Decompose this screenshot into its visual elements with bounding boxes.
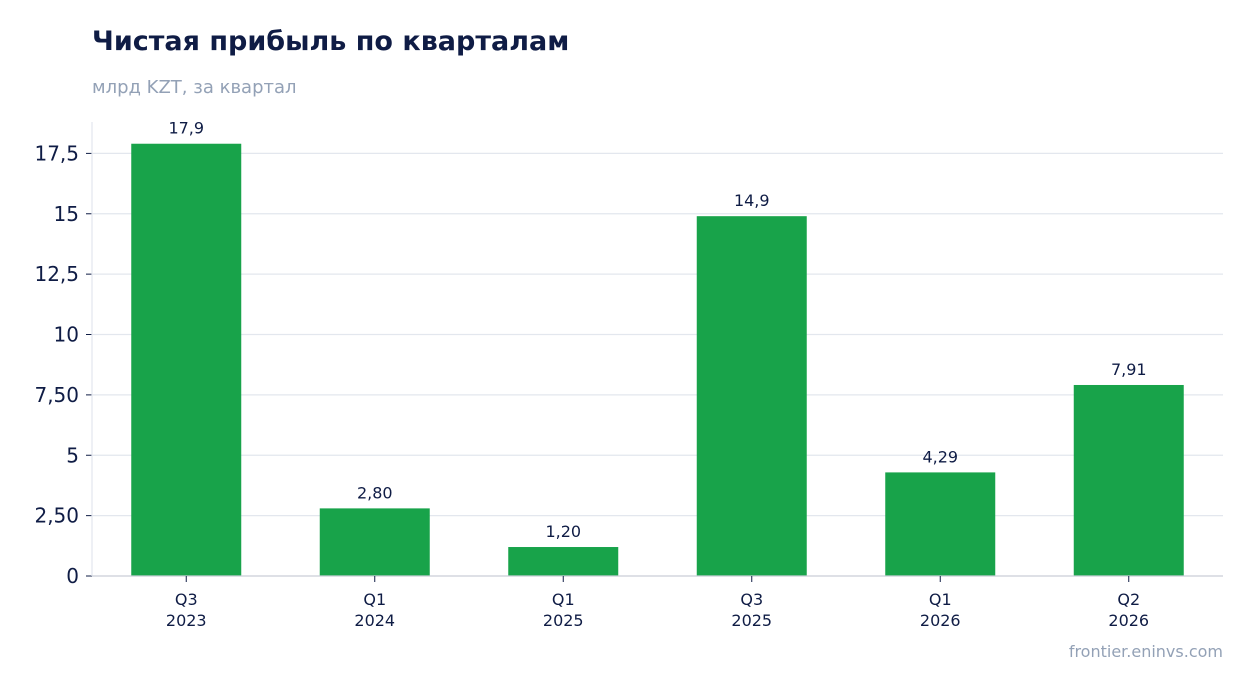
- axes: [86, 122, 1223, 582]
- x-tick-label-quarter: Q1: [552, 590, 575, 609]
- data-label: 17,9: [168, 119, 204, 138]
- bar: [319, 508, 430, 576]
- x-tick-label-year: 2025: [543, 611, 584, 630]
- x-tick-label-year: 2025: [731, 611, 772, 630]
- y-tick-label: 12,5: [34, 262, 79, 286]
- bars: [131, 143, 1184, 576]
- x-tick-label-quarter: Q1: [363, 590, 386, 609]
- bar: [1073, 384, 1184, 576]
- y-tick-label: 0: [66, 564, 79, 588]
- grid-lines: [92, 152, 1223, 517]
- labels: 0 2,50 5 7,50 10 12,5 15 17,5 17,9 Q3 2023 2,80 Q1 20…: [34, 119, 1149, 630]
- x-tick-label-year: 2024: [354, 611, 395, 630]
- x-tick-label-year: 2026: [920, 611, 961, 630]
- chart-title: Чистая прибыль по кварталам: [92, 26, 570, 57]
- x-tick-label-quarter: Q1: [929, 590, 952, 609]
- bar: [508, 547, 619, 576]
- y-tick-label: 17,5: [34, 141, 79, 165]
- y-tick-label: 2,50: [34, 504, 79, 528]
- data-label: 2,80: [357, 483, 393, 502]
- y-tick-label: 15: [54, 202, 79, 226]
- x-tick-label-year: 2026: [1108, 611, 1149, 630]
- x-tick-label-quarter: Q3: [740, 590, 763, 609]
- data-label: 14,9: [734, 191, 770, 210]
- x-tick-label-quarter: Q2: [1117, 590, 1140, 609]
- y-tick-label: 7,50: [34, 383, 79, 407]
- source-credit: frontier.eninvs.com: [1068, 642, 1223, 661]
- x-tick-label-quarter: Q3: [175, 590, 198, 609]
- bar: [696, 216, 807, 576]
- data-label: 1,20: [545, 522, 581, 541]
- y-tick-label: 10: [54, 323, 79, 347]
- x-tick-label-year: 2023: [166, 611, 207, 630]
- data-label: 7,91: [1111, 360, 1147, 379]
- data-label: 4,29: [922, 447, 958, 466]
- chart-subtitle: млрд KZT, за квартал: [92, 77, 297, 98]
- bar: [885, 472, 996, 576]
- bar: [131, 143, 242, 576]
- y-tick-label: 5: [66, 443, 79, 467]
